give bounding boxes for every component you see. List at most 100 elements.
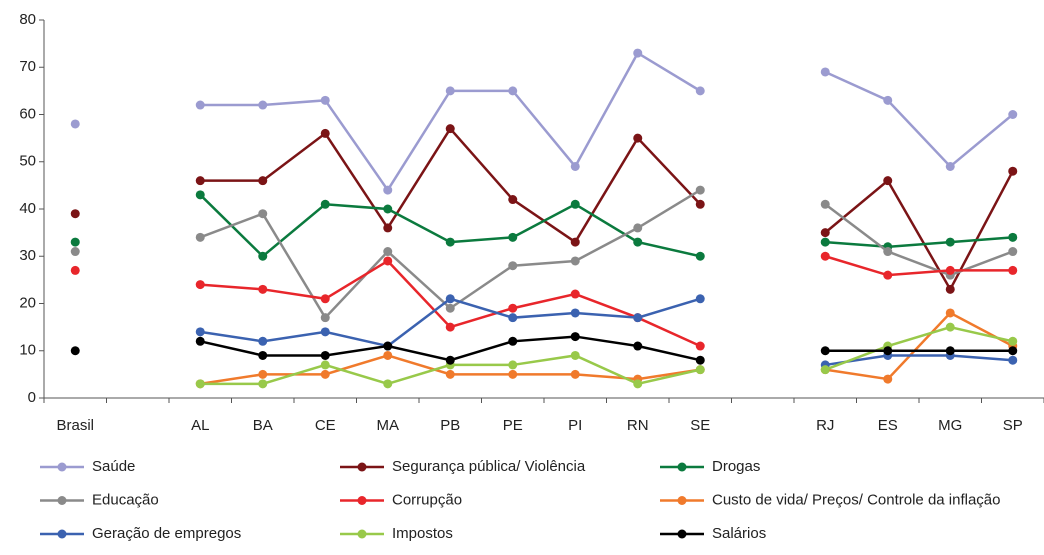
point bbox=[508, 336, 518, 346]
point bbox=[70, 237, 80, 247]
x-tick-label: ES bbox=[878, 417, 898, 434]
point bbox=[195, 327, 205, 337]
point bbox=[445, 294, 455, 304]
point bbox=[883, 247, 893, 257]
point bbox=[508, 369, 518, 379]
point bbox=[570, 237, 580, 247]
point bbox=[1008, 247, 1018, 257]
legend-marker bbox=[677, 462, 687, 472]
point bbox=[570, 199, 580, 209]
legend-marker bbox=[57, 529, 67, 539]
point bbox=[820, 251, 830, 261]
y-tick-label: 60 bbox=[19, 105, 36, 122]
point bbox=[508, 86, 518, 96]
point bbox=[945, 161, 955, 171]
point bbox=[258, 369, 268, 379]
point bbox=[695, 294, 705, 304]
point bbox=[383, 350, 393, 360]
point bbox=[508, 232, 518, 242]
point bbox=[320, 95, 330, 105]
point bbox=[570, 256, 580, 266]
point bbox=[258, 251, 268, 261]
legend-label: Saúde bbox=[92, 458, 135, 475]
y-tick-label: 50 bbox=[19, 153, 36, 170]
x-tick-label: Brasil bbox=[56, 417, 94, 434]
point bbox=[820, 67, 830, 77]
y-tick-label: 0 bbox=[28, 389, 36, 406]
point bbox=[445, 303, 455, 313]
point bbox=[945, 265, 955, 275]
point bbox=[258, 350, 268, 360]
point bbox=[570, 332, 580, 342]
point bbox=[820, 237, 830, 247]
x-tick-label: SP bbox=[1003, 417, 1023, 434]
x-tick-label: AL bbox=[191, 417, 209, 434]
legend-label: Custo de vida/ Preços/ Controle da infla… bbox=[712, 491, 1001, 508]
legend-label: Educação bbox=[92, 491, 159, 508]
point bbox=[883, 176, 893, 186]
legend-marker bbox=[57, 462, 67, 472]
point bbox=[1008, 232, 1018, 242]
series-line bbox=[200, 51, 1014, 193]
x-tick-label: MA bbox=[377, 417, 400, 434]
legend-marker bbox=[357, 529, 367, 539]
legend-label: Impostos bbox=[392, 525, 453, 542]
x-tick-label: SE bbox=[690, 417, 710, 434]
point bbox=[320, 369, 330, 379]
point bbox=[633, 379, 643, 389]
point bbox=[633, 341, 643, 351]
point bbox=[883, 270, 893, 280]
legend-marker bbox=[677, 529, 687, 539]
point bbox=[445, 237, 455, 247]
point bbox=[883, 95, 893, 105]
point bbox=[945, 284, 955, 294]
legend-label: Salários bbox=[712, 525, 766, 542]
point bbox=[570, 289, 580, 299]
point bbox=[383, 379, 393, 389]
y-tick-label: 10 bbox=[19, 342, 36, 359]
point bbox=[820, 228, 830, 238]
point bbox=[1008, 265, 1018, 275]
point bbox=[508, 303, 518, 313]
legend-label: Geração de empregos bbox=[92, 525, 241, 542]
point bbox=[70, 247, 80, 257]
x-tick-label: CE bbox=[315, 417, 336, 434]
point bbox=[820, 199, 830, 209]
legend-marker bbox=[357, 496, 367, 505]
point bbox=[320, 199, 330, 209]
point bbox=[258, 336, 268, 346]
point bbox=[383, 341, 393, 351]
point bbox=[445, 86, 455, 96]
point bbox=[1008, 166, 1018, 176]
point bbox=[383, 223, 393, 233]
series-line bbox=[200, 126, 1014, 292]
x-tick-label: PB bbox=[440, 417, 460, 434]
point bbox=[570, 369, 580, 379]
point bbox=[383, 256, 393, 266]
y-tick-label: 30 bbox=[19, 247, 36, 264]
point bbox=[695, 355, 705, 365]
point bbox=[320, 294, 330, 304]
y-tick-label: 20 bbox=[19, 294, 36, 311]
point bbox=[70, 119, 80, 129]
point bbox=[320, 327, 330, 337]
point bbox=[633, 313, 643, 323]
point bbox=[508, 261, 518, 271]
point bbox=[570, 308, 580, 318]
y-tick-label: 80 bbox=[19, 11, 36, 28]
point bbox=[633, 48, 643, 58]
point bbox=[383, 247, 393, 257]
x-tick-label: RJ bbox=[816, 417, 834, 434]
point bbox=[383, 185, 393, 195]
point bbox=[258, 209, 268, 219]
point bbox=[633, 237, 643, 247]
y-tick-label: 40 bbox=[19, 200, 36, 217]
point bbox=[195, 100, 205, 110]
point bbox=[695, 199, 705, 209]
legend-marker bbox=[57, 496, 67, 505]
point bbox=[445, 322, 455, 332]
legend-marker bbox=[357, 462, 367, 472]
point bbox=[195, 190, 205, 200]
point bbox=[195, 232, 205, 242]
